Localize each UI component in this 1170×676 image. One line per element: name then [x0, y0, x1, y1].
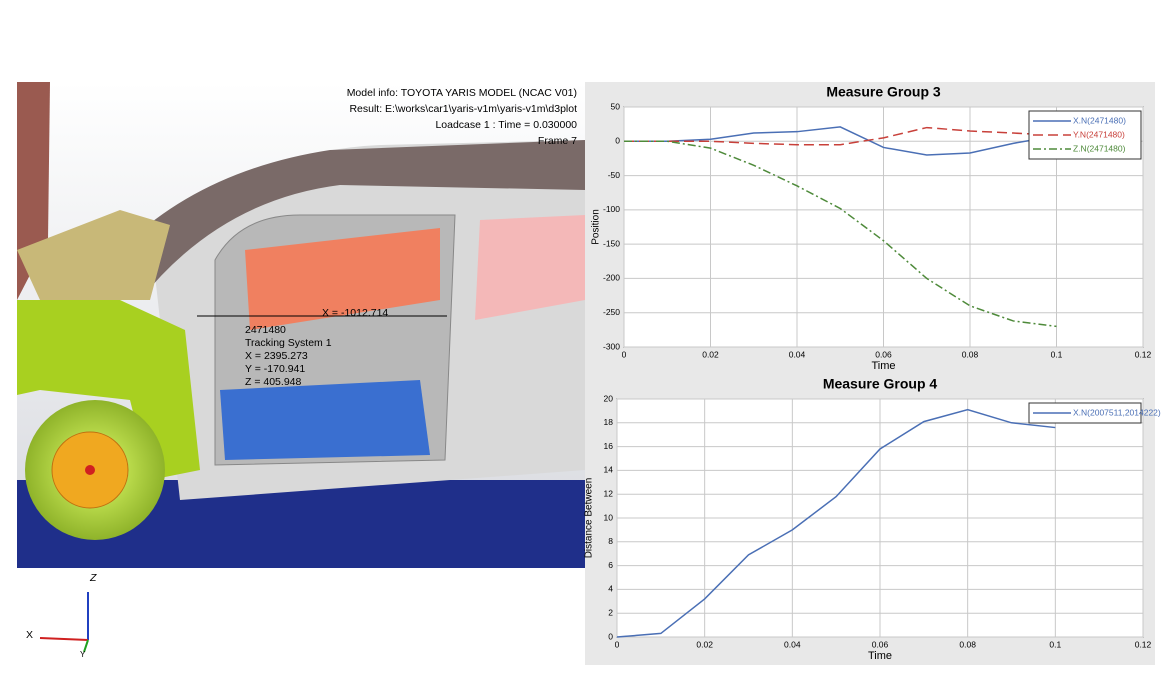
y-tick-label: -50 [608, 170, 621, 180]
x-tick-label: 0.08 [959, 639, 976, 649]
y-tick-label: -100 [603, 204, 620, 214]
y-tick-label: 12 [604, 488, 614, 498]
y-tick-label: 20 [604, 393, 614, 403]
roof [120, 140, 585, 300]
legend-label: Y.N(2471480) [1073, 129, 1125, 139]
x-axis-label: Time [871, 360, 895, 372]
legend [1028, 110, 1142, 160]
triad-y: Y [80, 650, 86, 659]
x-tick-label: 0.12 [1135, 349, 1152, 359]
legend-label: X.N(2007511,2014222) [1073, 407, 1161, 417]
triad-z: Z [89, 572, 97, 584]
x-tick-label: 0.06 [875, 349, 892, 359]
y-tick-label: 4 [608, 584, 613, 594]
x-tick-label: 0.12 [1135, 639, 1152, 649]
hub [85, 465, 95, 475]
x-tick-label: 0.1 [1051, 349, 1063, 359]
loadcase: Loadcase 1 : Time = 0.030000 [435, 119, 577, 131]
x-tick-label: 0.06 [872, 639, 889, 649]
model-info: Model info: TOYOTA YARIS MODEL (NCAC V01… [347, 87, 577, 99]
x-tick-label: 0.02 [696, 639, 713, 649]
hood [17, 210, 170, 300]
y-axis-label: Distance Between [584, 478, 595, 559]
interior-panel [245, 228, 440, 330]
x-tick-label: 0.04 [789, 349, 806, 359]
viewport-footer [0, 568, 585, 676]
y-tick-label: 0 [615, 136, 620, 146]
x-tick-label: 0.02 [702, 349, 719, 359]
y-tick-label: 10 [604, 512, 614, 522]
y-tick-label: -300 [603, 341, 620, 351]
node-z: Z = 405.948 [245, 376, 301, 388]
y-axis-label: Position [591, 209, 602, 245]
node-x: X = 2395.273 [245, 350, 308, 362]
x-tick-label: 0.08 [962, 349, 979, 359]
y-tick-label: -200 [603, 273, 620, 283]
measure-value: X = -1012.714 [322, 307, 388, 319]
y-tick-label: 14 [604, 465, 614, 475]
legend [1028, 402, 1142, 424]
y-tick-label: 0 [608, 631, 613, 641]
x-tick-label: 0 [622, 349, 627, 359]
y-tick-label: 2 [608, 607, 613, 617]
legend-label: Z.N(2471480) [1073, 143, 1126, 153]
y-tick-label: 16 [604, 441, 614, 451]
y-tick-label: -150 [603, 238, 620, 248]
y-axis [83, 639, 89, 653]
rear-window [475, 215, 585, 320]
y-tick-label: 50 [611, 101, 621, 111]
series-line [624, 140, 1057, 328]
series-line [616, 408, 1056, 638]
y-tick-label: 8 [608, 536, 613, 546]
series-line [624, 126, 1057, 146]
node-y: Y = -170.941 [245, 363, 305, 375]
series-line [624, 126, 1057, 156]
y-tick-label: 18 [604, 417, 614, 427]
x-axis-label: Time [868, 650, 892, 662]
x-tick-label: 0.04 [784, 639, 801, 649]
triad-x: X [26, 629, 33, 641]
legend-label: X.N(2471480) [1073, 115, 1126, 125]
chart-title: Measure Group 3 [826, 84, 941, 100]
tracking-system: Tracking System 1 [245, 337, 332, 349]
frame: Frame 7 [538, 135, 577, 147]
node-id: 2471480 [245, 324, 286, 336]
x-tick-label: 0 [615, 639, 620, 649]
y-tick-label: 6 [608, 560, 613, 570]
y-tick-label: -250 [603, 307, 620, 317]
chart-title: Measure Group 4 [823, 376, 938, 392]
result-path: Result: E:\works\car1\yaris-v1m\yaris-v1… [349, 103, 577, 115]
interior-floor [220, 380, 430, 460]
x-axis [39, 637, 89, 641]
x-tick-label: 0.1 [1049, 639, 1061, 649]
